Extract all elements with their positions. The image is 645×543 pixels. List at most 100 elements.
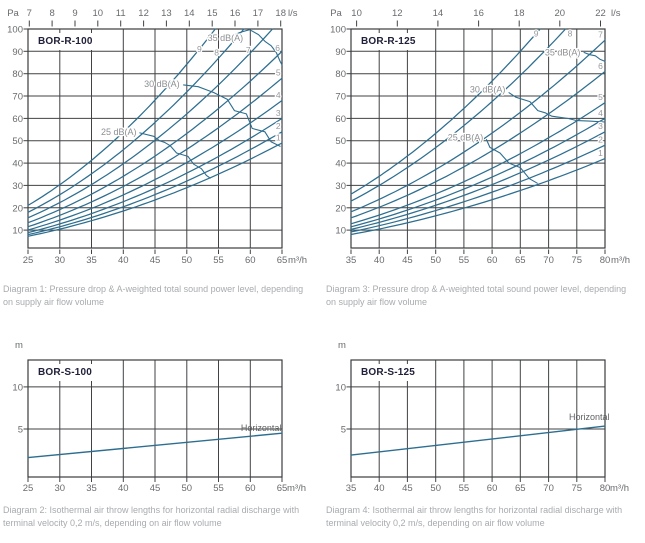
svg-text:7: 7 [27, 8, 32, 19]
svg-text:20: 20 [12, 203, 23, 214]
svg-text:l/s: l/s [288, 8, 298, 19]
svg-text:10: 10 [12, 382, 23, 393]
svg-text:7: 7 [246, 45, 251, 55]
svg-text:60: 60 [245, 483, 256, 494]
svg-text:m: m [15, 340, 23, 351]
diagram-2-throw-chart: m 5 10 25 30 35 40 45 50 55 60 65 m³/h Horizontal [12, 340, 306, 494]
svg-text:35: 35 [346, 255, 357, 266]
axes: m 5 10 35 40 45 50 55 60 65 70 75 80 m³/h [335, 340, 629, 494]
svg-text:8: 8 [568, 29, 573, 39]
svg-text:14: 14 [433, 8, 444, 19]
svg-text:80: 80 [12, 69, 23, 80]
svg-text:9: 9 [534, 29, 539, 39]
svg-text:4: 4 [276, 90, 281, 100]
svg-text:80: 80 [600, 255, 611, 266]
svg-text:m³/h: m³/h [288, 255, 307, 266]
svg-text:60: 60 [245, 255, 256, 266]
axes: Pa l/s7 8 9 10 11 12 13 14 15 16 17 1810203040506070… [7, 8, 307, 266]
diagram-4-title: BOR-S-125 [356, 364, 424, 381]
diagram-1-caption: Diagram 1: Pressure drop & A-weighted to… [3, 284, 304, 308]
svg-text:25 dB(A): 25 dB(A) [101, 127, 137, 137]
svg-text:55: 55 [459, 483, 470, 494]
svg-text:5: 5 [276, 68, 281, 78]
fan-speed-curves [27, 28, 283, 237]
svg-text:12: 12 [392, 8, 403, 19]
svg-text:55: 55 [213, 483, 224, 494]
svg-text:100: 100 [7, 25, 23, 36]
svg-text:45: 45 [402, 483, 413, 494]
svg-text:7: 7 [598, 30, 603, 40]
svg-text:70: 70 [543, 483, 554, 494]
svg-text:l/s: l/s [611, 8, 621, 19]
svg-text:30 dB(A): 30 dB(A) [470, 84, 506, 94]
diagram-1-title: BOR-R-100 [33, 33, 101, 50]
svg-text:30 dB(A): 30 dB(A) [144, 79, 180, 89]
axes: m 5 10 25 30 35 40 45 50 55 60 65 m³/h [12, 340, 306, 494]
svg-text:50: 50 [430, 255, 441, 266]
axes: Pa l/s10 12 14 16 18 20 22102030405060708090100… [330, 8, 630, 266]
diagram-4-throw-chart: m 5 10 35 40 45 50 55 60 65 70 75 80 m³/h Horizontal [335, 340, 629, 494]
svg-text:2: 2 [276, 121, 281, 131]
svg-text:45: 45 [150, 255, 161, 266]
svg-text:50: 50 [12, 136, 23, 147]
svg-text:65: 65 [277, 483, 288, 494]
svg-text:45: 45 [150, 483, 161, 494]
svg-text:30: 30 [55, 483, 66, 494]
svg-text:18: 18 [275, 8, 286, 19]
svg-text:Pa: Pa [7, 8, 19, 19]
svg-text:5: 5 [18, 425, 23, 436]
diagram-3-title: BOR-R-125 [356, 33, 424, 50]
svg-text:10: 10 [335, 226, 346, 237]
svg-text:35: 35 [86, 255, 97, 266]
diagram-3-caption: Diagram 3: Pressure drop & A-weighted to… [326, 284, 627, 308]
svg-text:22: 22 [595, 8, 606, 19]
svg-text:35: 35 [346, 483, 357, 494]
svg-text:Horizontal: Horizontal [569, 412, 610, 422]
svg-text:60: 60 [335, 114, 346, 125]
svg-text:55: 55 [459, 255, 470, 266]
svg-text:16: 16 [473, 8, 484, 19]
svg-text:60: 60 [487, 483, 498, 494]
throw-length-line: Horizontal [27, 423, 283, 459]
svg-text:1: 1 [598, 148, 603, 158]
svg-text:90: 90 [335, 47, 346, 58]
svg-text:20: 20 [555, 8, 566, 19]
svg-text:3: 3 [598, 121, 603, 131]
svg-text:55: 55 [213, 255, 224, 266]
svg-text:4: 4 [598, 108, 603, 118]
svg-text:40: 40 [118, 483, 129, 494]
svg-text:45: 45 [402, 255, 413, 266]
diagram-3-pressure-chart: Pa l/s10 12 14 16 18 20 22102030405060708090100… [330, 8, 630, 266]
sound-level-contours [485, 51, 606, 184]
svg-text:30: 30 [12, 181, 23, 192]
svg-text:15: 15 [207, 8, 218, 19]
diagram-1-pressure-chart: Pa l/s7 8 9 10 11 12 13 14 15 16 17 1810203040506070… [7, 8, 307, 266]
svg-text:8: 8 [49, 8, 54, 19]
svg-text:100: 100 [330, 25, 346, 36]
svg-text:40: 40 [335, 159, 346, 170]
svg-text:35: 35 [86, 483, 97, 494]
diagram-2-caption: Diagram 2: Isothermal air throw lengths … [3, 505, 300, 529]
svg-text:35 dB(A): 35 dB(A) [208, 33, 244, 43]
diagram-4-caption: Diagram 4: Isothermal air throw lengths … [326, 505, 623, 529]
svg-text:16: 16 [230, 8, 241, 19]
svg-text:25: 25 [23, 255, 34, 266]
svg-text:3: 3 [276, 108, 281, 118]
svg-text:50: 50 [335, 136, 346, 147]
svg-text:75: 75 [572, 255, 583, 266]
svg-text:80: 80 [335, 69, 346, 80]
svg-text:10: 10 [12, 226, 23, 237]
svg-text:30: 30 [55, 255, 66, 266]
svg-text:20: 20 [335, 203, 346, 214]
svg-text:30: 30 [335, 181, 346, 192]
svg-text:11: 11 [116, 8, 126, 19]
grid [350, 28, 606, 249]
svg-text:m³/h: m³/h [287, 483, 306, 494]
svg-text:m: m [338, 340, 346, 351]
svg-text:60: 60 [12, 114, 23, 125]
svg-text:50: 50 [430, 483, 441, 494]
diagram-2-title: BOR-S-100 [33, 364, 101, 381]
